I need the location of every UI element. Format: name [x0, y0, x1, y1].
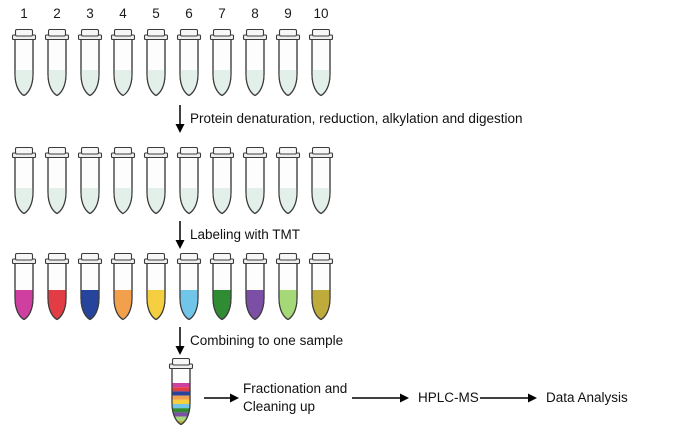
tube-number: 1 — [20, 6, 28, 21]
tmt-labeled-tube — [76, 252, 104, 324]
sample-tube — [142, 28, 170, 100]
tmt-labeled-tube — [175, 252, 203, 324]
sample-tube — [307, 28, 335, 100]
tmt-labeled-tube — [241, 252, 269, 324]
digested-tube — [274, 146, 302, 218]
right-arrow-3 — [480, 393, 537, 403]
sample-tube — [10, 28, 38, 100]
sample-tube — [76, 28, 104, 100]
tube-number: 8 — [251, 6, 259, 21]
tube-number: 5 — [152, 6, 160, 21]
digested-tube — [43, 146, 71, 218]
tube-number: 10 — [313, 6, 329, 21]
tmt-labeled-tube — [142, 252, 170, 324]
digested-tube-row — [0, 146, 678, 220]
digested-tube — [10, 146, 38, 218]
down-arrow-2 — [175, 221, 185, 249]
down-arrow-1 — [175, 105, 185, 133]
tmt-labeled-tube — [208, 252, 236, 324]
tube-number: 6 — [185, 6, 193, 21]
tmt-labeled-tube — [274, 252, 302, 324]
tmt-labeled-tube-row — [0, 252, 678, 326]
combined-sample-tube — [167, 357, 195, 429]
digested-tube — [307, 146, 335, 218]
digested-tube — [175, 146, 203, 218]
tube-number: 3 — [86, 6, 94, 21]
step-1-label: Protein denaturation, reduction, alkylat… — [190, 111, 523, 126]
tube-number-row: 1 2 3 4 5 6 7 8 9 10 — [0, 6, 678, 24]
digested-tube — [208, 146, 236, 218]
sample-tube — [241, 28, 269, 100]
digested-tube — [109, 146, 137, 218]
right-arrow-1 — [204, 393, 239, 403]
tube-number: 7 — [218, 6, 226, 21]
tmt-labeled-tube — [307, 252, 335, 324]
digested-tube — [142, 146, 170, 218]
digested-tube — [241, 146, 269, 218]
tube-number: 4 — [119, 6, 127, 21]
tmt-labeled-tube — [10, 252, 38, 324]
hplc-ms-label: HPLC-MS — [418, 390, 479, 405]
tmt-labeled-tube — [109, 252, 137, 324]
tube-number: 9 — [284, 6, 292, 21]
step-3-label: Combining to one sample — [190, 333, 344, 348]
digested-tube — [76, 146, 104, 218]
data-analysis-label: Data Analysis — [546, 390, 628, 405]
fractionation-label: Fractionation and Cleaning up — [243, 381, 348, 414]
sample-tube — [175, 28, 203, 100]
sample-tube — [43, 28, 71, 100]
right-arrow-2 — [352, 393, 409, 403]
sample-tube-row — [0, 28, 678, 102]
tmt-labeled-tube — [43, 252, 71, 324]
sample-tube — [274, 28, 302, 100]
down-arrow-3 — [175, 327, 185, 355]
tube-number: 2 — [53, 6, 61, 21]
step-2-label: Labeling with TMT — [190, 227, 301, 242]
sample-tube — [109, 28, 137, 100]
sample-tube — [208, 28, 236, 100]
